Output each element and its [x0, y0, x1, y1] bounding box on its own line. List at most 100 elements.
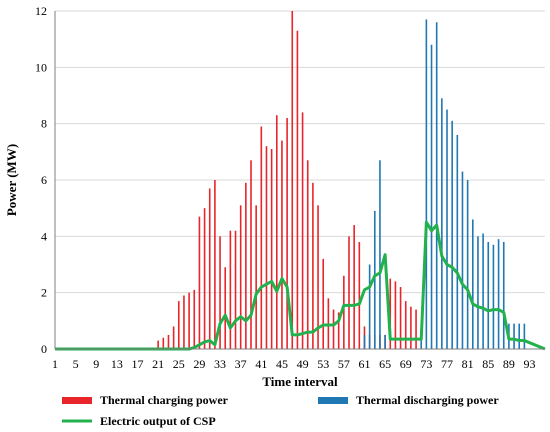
discharging-bar — [363, 334, 366, 349]
x-tick-label: 65 — [379, 357, 391, 371]
charging-bar — [219, 236, 221, 349]
discharging-bar — [373, 210, 376, 349]
charging-bar — [322, 258, 325, 349]
discharging-bar — [492, 244, 495, 349]
x-tick-label: 49 — [297, 357, 309, 371]
axes — [54, 11, 545, 350]
charging-bar — [399, 287, 402, 349]
x-tick-label: 33 — [214, 357, 226, 371]
charging-bar — [286, 118, 288, 350]
x-tick-label: 89 — [503, 357, 515, 371]
charging-bar — [410, 306, 412, 349]
legend-label-electric: Electric output of CSP — [100, 414, 216, 428]
x-tick-label: 77 — [441, 357, 453, 371]
charging-bar — [198, 216, 201, 349]
charging-bar — [214, 180, 216, 349]
discharging-bar — [477, 236, 479, 349]
y-axis-title: Power (MW) — [4, 144, 19, 216]
charging-bar — [172, 326, 175, 349]
x-tick-label: 85 — [482, 357, 494, 371]
discharging-bar — [446, 109, 448, 349]
discharging-bar — [441, 98, 443, 349]
charging-bar — [260, 126, 263, 349]
charging-bar — [183, 295, 185, 349]
x-tick-label: 45 — [276, 357, 288, 371]
discharging-bar — [471, 219, 474, 349]
charging-bar — [229, 230, 232, 349]
charging-bar — [193, 289, 196, 349]
x-tick-label: 5 — [73, 357, 79, 371]
y-tick-label: 10 — [35, 60, 47, 74]
y-tick-label: 2 — [41, 286, 47, 300]
charging-bar — [188, 292, 190, 349]
legend-label-discharging: Thermal discharging power — [356, 393, 499, 407]
discharging-bar — [420, 334, 423, 349]
charging-bar — [389, 278, 392, 349]
x-tick-label: 81 — [462, 357, 474, 371]
charging-bar — [162, 337, 165, 349]
discharging-bar — [523, 323, 526, 349]
x-tick-label: 73 — [420, 357, 432, 371]
x-tick-label: 37 — [235, 357, 247, 371]
charging-bar — [157, 340, 159, 349]
discharging-bar — [384, 334, 386, 349]
charging-bar — [312, 182, 314, 349]
y-tick-label: 0 — [41, 342, 47, 356]
electric-output-line-group — [55, 220, 546, 351]
y-tick-label: 8 — [41, 117, 47, 131]
charging-bar — [275, 115, 278, 349]
legend-swatch-discharging — [318, 397, 348, 404]
charging-bar — [245, 182, 247, 349]
discharging-bar — [430, 44, 433, 350]
electric-output-line — [55, 220, 546, 351]
x-tick-label: 17 — [132, 357, 144, 371]
x-tick-label: 1 — [52, 357, 58, 371]
y-tick-label: 6 — [41, 173, 47, 187]
x-tick-label: 29 — [193, 357, 205, 371]
charging-bar — [167, 334, 170, 349]
charging-bar — [394, 281, 397, 349]
discharging-bar — [425, 19, 428, 349]
charging-bar — [353, 225, 355, 349]
x-tick-label: 25 — [173, 357, 185, 371]
charging-bar — [239, 205, 242, 349]
discharging-bar — [379, 160, 381, 349]
discharging-bar — [518, 323, 521, 349]
x-tick-label: 57 — [338, 357, 350, 371]
charging-bar — [250, 160, 252, 349]
discharging-bar — [482, 233, 484, 349]
charging-bar — [296, 30, 299, 349]
discharging-bar — [368, 264, 371, 349]
discharging-bar — [497, 239, 500, 349]
charging-bar — [281, 140, 283, 349]
charging-bar — [224, 267, 227, 349]
tick-labels: 0 2 4 6 8 10 12 1 5 9 13 17 21 25 29 33 37 41 45 49 53 57 61 65… — [35, 4, 536, 371]
discharging-bar — [502, 241, 505, 349]
charging-bar — [358, 241, 361, 349]
charging-bar — [337, 312, 340, 349]
charging-bar — [415, 309, 417, 349]
x-tick-label: 21 — [152, 357, 164, 371]
charging-bar — [343, 275, 345, 349]
x-tick-label: 61 — [358, 357, 370, 371]
bars — [157, 11, 526, 350]
discharging-bar — [513, 323, 515, 349]
charging-bar — [234, 230, 237, 349]
charging-bar — [348, 236, 350, 349]
x-tick-label: 9 — [93, 357, 99, 371]
charging-bar — [306, 160, 309, 349]
legend: Thermal charging power Thermal dischargi… — [62, 393, 499, 428]
discharging-bar — [461, 171, 464, 349]
charging-bar — [317, 205, 319, 349]
x-tick-label: 93 — [524, 357, 536, 371]
charging-bar — [332, 309, 335, 349]
y-tick-label: 12 — [35, 4, 47, 18]
gridlines — [55, 10, 545, 294]
discharging-bar — [435, 22, 438, 350]
charging-bar — [404, 301, 407, 349]
charging-bar — [177, 301, 180, 349]
x-axis-title: Time interval — [262, 374, 338, 389]
charging-bar — [291, 11, 294, 349]
x-tick-label: 41 — [255, 357, 267, 371]
